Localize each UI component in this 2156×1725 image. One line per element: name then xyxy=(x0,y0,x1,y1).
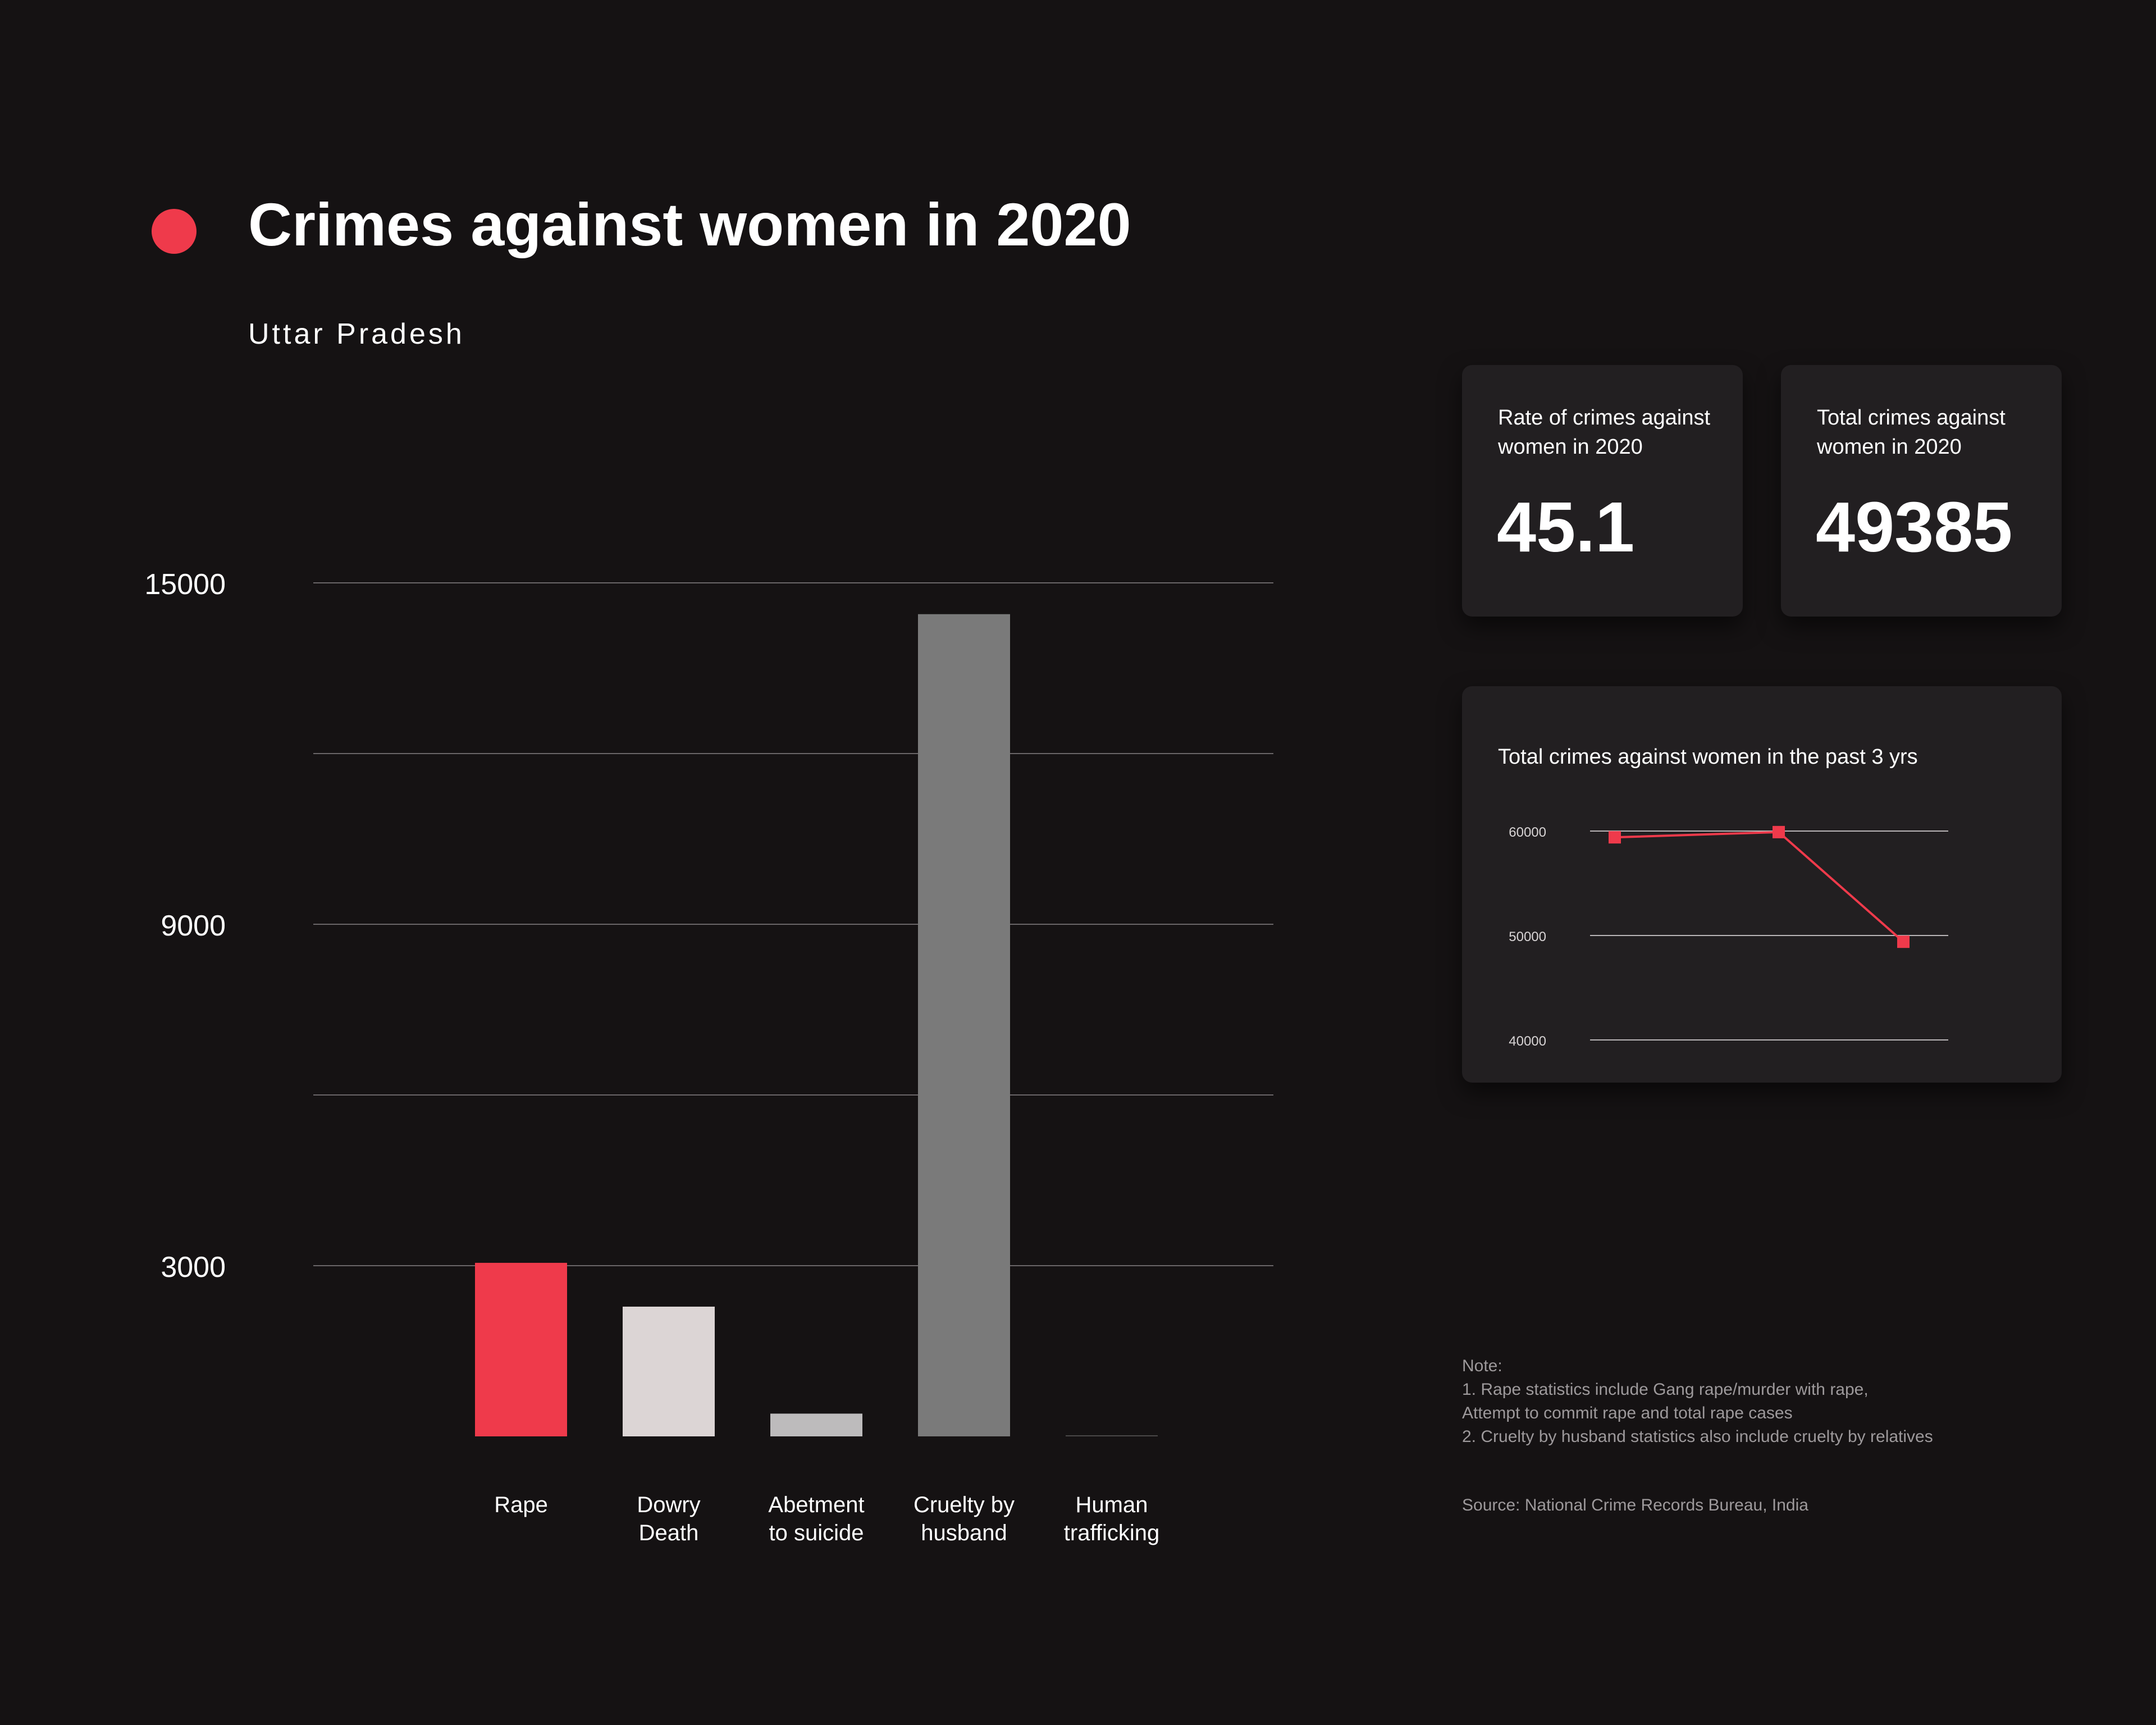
bar-chart-bar xyxy=(770,1413,862,1436)
bar-chart-category-label: Cruelty by husband xyxy=(913,1493,1015,1545)
total-stat-label: Total crimes against women in 2020 xyxy=(1817,406,2006,459)
trend-chart-title: Total crimes against women in the past 3… xyxy=(1498,745,1918,769)
trend-chart-point xyxy=(1897,935,1910,948)
note-line: Attempt to commit rape and total rape ca… xyxy=(1462,1404,1793,1422)
trend-chart-line xyxy=(1614,830,1904,943)
bar-chart-y-tick-label: 15000 xyxy=(144,568,226,601)
notes-heading: Note: xyxy=(1462,1357,1502,1375)
trend-card: Total crimes against women in the past 3… xyxy=(1462,686,2062,1083)
title-bullet-dot xyxy=(152,209,197,254)
trend-line-chart: 40000 50000 60000 xyxy=(1509,825,1948,1049)
page-subtitle: Uttar Pradesh xyxy=(248,318,465,350)
note-line: 2. Cruelty by husband statistics also in… xyxy=(1462,1427,1933,1446)
trend-chart-y-tick-label: 50000 xyxy=(1509,929,1546,944)
notes-block: Note: 1. Rape statistics include Gang ra… xyxy=(1462,1354,2136,1449)
bar-chart-category-label: Abetment to suicide xyxy=(768,1493,864,1545)
trend-chart-point xyxy=(1609,831,1621,844)
rate-stat-label: Rate of crimes against women in 2020 xyxy=(1498,406,1711,459)
bar-chart-y-tick-label: 3000 xyxy=(161,1251,226,1284)
bar-chart: 3000 9000 15000 Rape Dowry Death Abetment to su… xyxy=(144,568,1273,1545)
source-credit: Source: National Crime Records Bureau, I… xyxy=(1462,1496,1808,1514)
bar-chart-category-label: Rape xyxy=(494,1493,548,1517)
bar-chart-bar xyxy=(475,1262,567,1436)
note-line: 1. Rape statistics include Gang rape/mur… xyxy=(1462,1380,1869,1399)
trend-chart-point xyxy=(1773,825,1785,838)
bar-chart-bar xyxy=(1066,1435,1158,1436)
bar-chart-bar xyxy=(623,1306,715,1436)
page-title: Crimes against women in 2020 xyxy=(248,190,1131,258)
trend-chart-y-tick-label: 40000 xyxy=(1509,1034,1546,1049)
bar-chart-bar xyxy=(918,614,1010,1436)
trend-chart-y-tick-label: 60000 xyxy=(1509,825,1546,840)
total-stat-value: 49385 xyxy=(1816,487,2013,567)
rate-stat-value: 45.1 xyxy=(1497,487,1635,567)
bar-chart-category-label: Dowry Death xyxy=(637,1493,700,1545)
bar-chart-y-tick-label: 9000 xyxy=(161,910,226,942)
rate-stat-card: Rate of crimes against women in 2020 45.… xyxy=(1462,365,1743,617)
total-stat-card: Total crimes against women in 2020 49385 xyxy=(1781,365,2062,617)
bar-chart-category-label: Human trafficking xyxy=(1064,1493,1159,1545)
